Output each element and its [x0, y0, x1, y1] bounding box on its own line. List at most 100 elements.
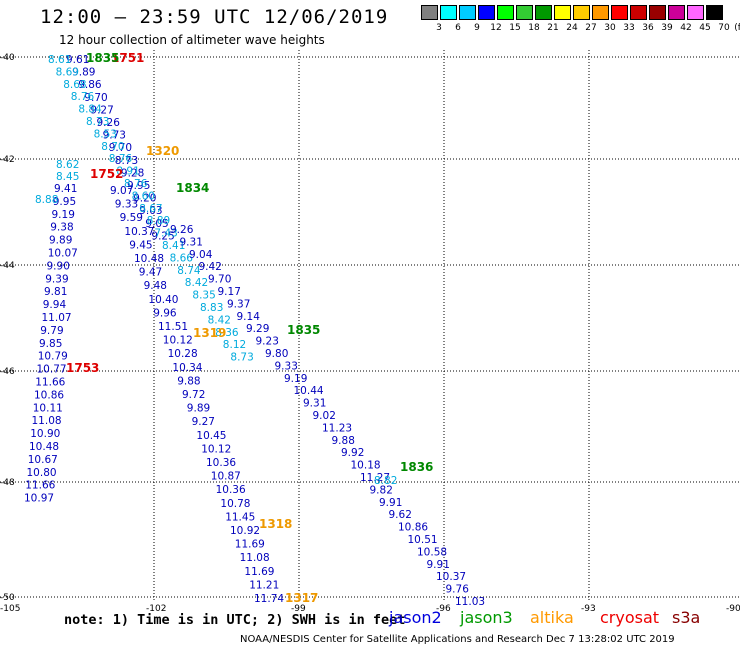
wave-height-value: 11.03 [455, 596, 485, 608]
wave-height-value: 9.70 [208, 274, 231, 286]
wave-height-value: 10.07 [48, 248, 78, 260]
wave-height-value: 9.27 [90, 104, 113, 116]
wave-height-value: 8.73 [230, 352, 253, 364]
wave-height-value: 8.83 [200, 302, 223, 314]
scale-label: 12 [490, 23, 502, 33]
wave-height-value: 9.26 [170, 224, 194, 236]
wave-height-value: 9.14 [237, 311, 261, 323]
wave-height-value: 9.23 [256, 336, 279, 348]
wave-height-value: 9.61 [66, 54, 89, 66]
wave-height-value: 11.27 [360, 472, 390, 484]
wave-height-value: 9.07 [110, 185, 133, 197]
wave-height-value: 10.86 [34, 389, 64, 401]
lon-label: -93 [581, 604, 596, 614]
pass-time-label: 1835 [86, 51, 119, 65]
axis-labels: -40 -42 -44 -46 -48 -50-105 -102 -99 -96 -93 -90 [0, 53, 740, 614]
wave-height-value: 8.66 [170, 252, 194, 264]
pass-time-label: 1319 [193, 326, 226, 340]
pass-time-label: 1753 [66, 361, 99, 375]
wave-height-value: 9.62 [389, 509, 412, 521]
wave-height-value: 9.31 [303, 398, 326, 410]
scale-swatch [687, 5, 704, 20]
wave-height-value: 10.90 [30, 428, 60, 440]
wave-height-value: 9.96 [153, 307, 177, 319]
scale-swatch [459, 5, 476, 20]
legend-item-altika: altika [530, 608, 574, 627]
lat-label: -44 [0, 261, 15, 271]
scale-swatch [611, 5, 628, 20]
wave-height-value: 9.31 [180, 236, 203, 248]
wave-height-value: 10.86 [398, 522, 428, 534]
wave-height-value: 9.80 [265, 348, 288, 360]
wave-height-value: 9.79 [40, 325, 63, 337]
wave-height-value: 9.28 [121, 167, 144, 179]
lon-label: -105 [0, 604, 20, 614]
wave-height-value: 10.37 [436, 571, 466, 583]
map-grid [0, 50, 740, 600]
wave-height-value: 9.04 [189, 249, 213, 261]
wave-height-value: 11.51 [158, 321, 188, 333]
wave-height-value: 8.35 [192, 290, 215, 302]
wave-height-value: 10.36 [216, 484, 246, 496]
wave-height-value: 10.45 [196, 430, 226, 442]
wave-height-value: 9.17 [218, 286, 241, 298]
wave-height-labels: 9.619.899.869.709.279.269.739.708.739.28… [24, 54, 485, 608]
note-text: note: 1) Time is in UTC; 2) SWH is in fe… [64, 612, 406, 628]
scale-unit: (ft) [734, 23, 740, 33]
wave-height-value: 9.33 [115, 199, 138, 211]
wave-height-value: 9.05 [145, 218, 168, 230]
wave-height-value: 10.79 [38, 351, 68, 363]
wave-height-value: 9.76 [446, 584, 470, 596]
wave-height-value: 10.48 [134, 253, 164, 265]
wave-height-value: 8.42 [208, 314, 231, 326]
wave-height-value: 9.88 [332, 435, 355, 447]
lat-label: -50 [0, 593, 15, 603]
legend-item-jason2: jason2 [389, 608, 442, 627]
pass-time-label: 1835 [287, 323, 320, 337]
wave-height-value: 10.58 [417, 546, 447, 558]
wave-height-value: 9.37 [227, 298, 250, 310]
lat-label: -40 [0, 53, 15, 63]
scale-label: 45 [699, 23, 711, 33]
wave-height-value: 10.48 [29, 441, 59, 453]
scale-swatch [478, 5, 495, 20]
wave-height-value: 8.91 [116, 166, 139, 178]
wave-height-value: 10.40 [148, 294, 178, 306]
wave-height-value: 9.70 [84, 92, 107, 104]
page-subtitle: 12 hour collection of altimeter wave hei… [59, 33, 325, 47]
wave-height-value: 9.73 [103, 130, 126, 142]
wave-height-value: 9.19 [52, 209, 75, 221]
wave-height-value: 11.45 [225, 511, 255, 523]
wave-height-value: 9.70 [109, 142, 132, 154]
pass-time-label: 1751 [111, 51, 144, 65]
lat-label: -42 [0, 155, 15, 165]
wave-height-value: 10.87 [211, 471, 241, 483]
wave-height-value: 10.34 [172, 362, 202, 374]
wave-height-value: 7.43 [154, 228, 177, 240]
wave-height-value: 11.69 [235, 539, 265, 551]
wave-height-value: 8.53 [94, 128, 117, 140]
wave-height-value: 10.80 [27, 467, 57, 479]
wave-height-value: 9.95 [127, 180, 150, 192]
scale-label: 9 [474, 23, 480, 33]
scale-label: 42 [680, 23, 692, 33]
scale-label: 24 [566, 23, 578, 33]
wave-height-value: 10.92 [230, 525, 260, 537]
wave-height-value: 8.73 [115, 155, 138, 167]
wave-height-value: 8.41 [162, 240, 185, 252]
wave-height-value: 11.69 [244, 566, 274, 578]
page-title: 12:00 — 23:59 UTC 12/06/2019 [40, 6, 389, 28]
wave-height-value: 10.77 [37, 364, 67, 376]
wave-height-value: 10.18 [351, 460, 381, 472]
scale-label: 15 [509, 23, 521, 33]
wave-height-value: 8.61 [48, 54, 71, 66]
wave-height-value: 8.62 [56, 159, 79, 171]
wave-height-value: 10.36 [206, 457, 236, 469]
lon-label: -102 [146, 604, 166, 614]
wave-height-value: 11.23 [322, 422, 352, 434]
wave-height-value: 9.42 [199, 261, 222, 273]
scale-label: 39 [661, 23, 673, 33]
wave-height-value: 11.08 [32, 415, 62, 427]
